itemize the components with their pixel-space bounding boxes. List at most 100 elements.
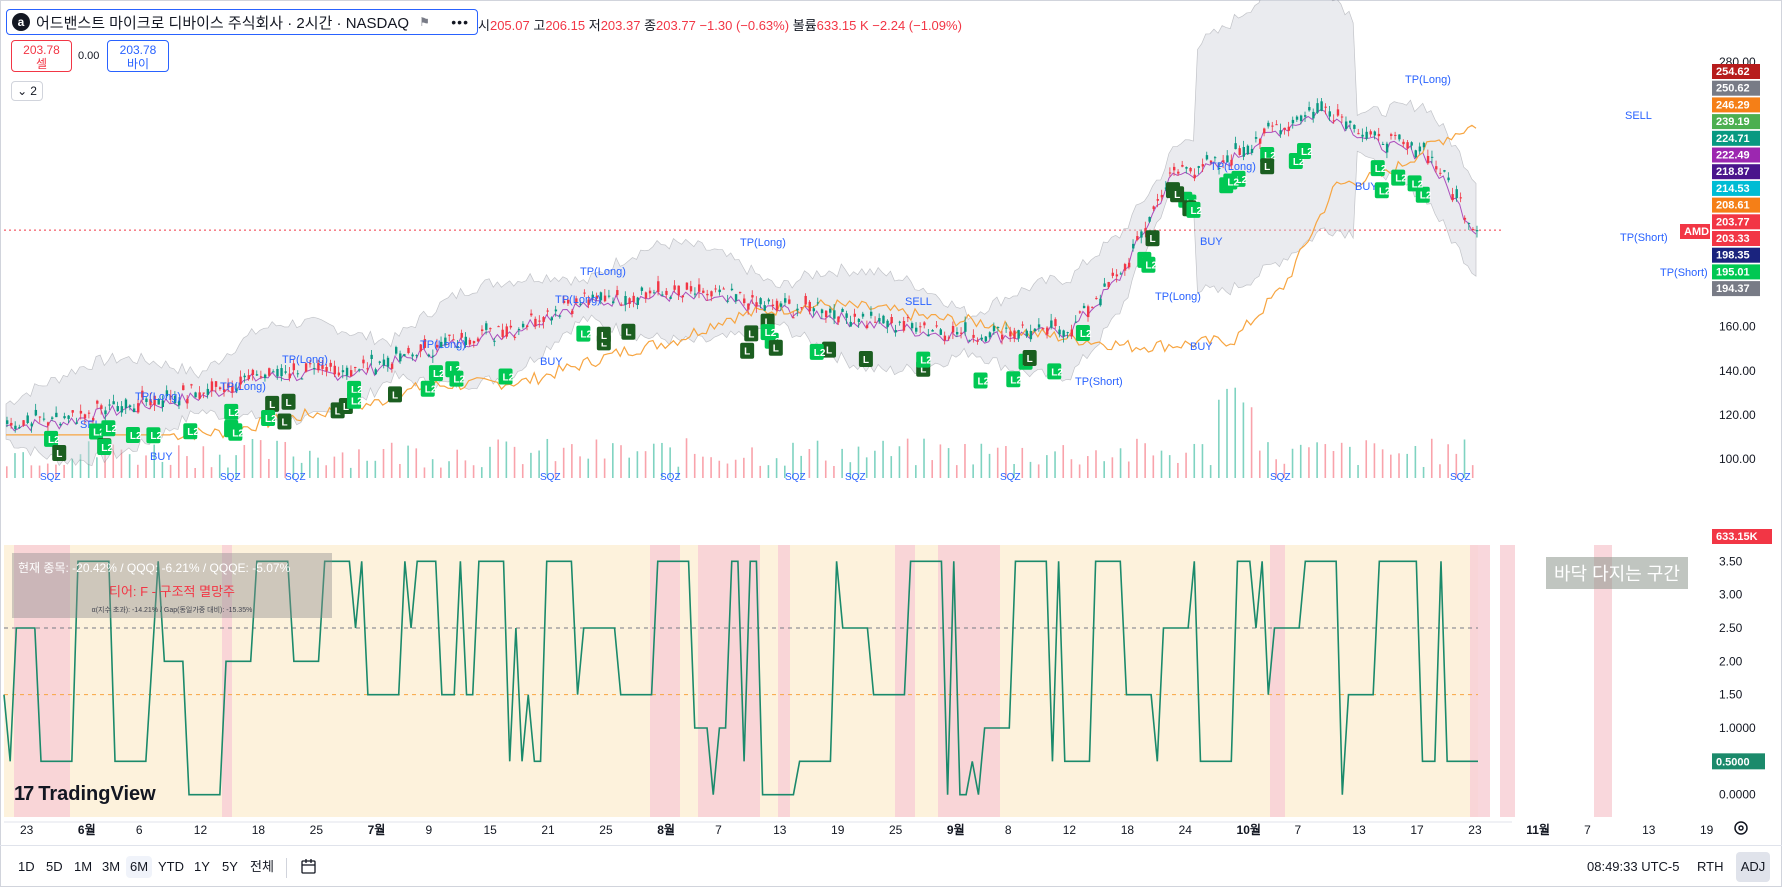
candle-body bbox=[1091, 307, 1094, 309]
candle-body bbox=[6, 420, 9, 424]
candle-body bbox=[923, 322, 926, 326]
candle-body bbox=[214, 381, 218, 387]
time-tick-label: 7 bbox=[1294, 823, 1301, 837]
range-button-5y[interactable]: 5Y bbox=[222, 859, 238, 874]
candle-body bbox=[775, 300, 779, 311]
l-badge-text: L2 bbox=[48, 435, 60, 446]
calendar-goto-icon[interactable] bbox=[300, 858, 318, 876]
more-options-icon[interactable]: ••• bbox=[451, 14, 469, 30]
candle-body bbox=[939, 329, 942, 335]
clock-timezone[interactable]: 08:49:33 UTC-5 bbox=[1587, 859, 1680, 874]
range-button-3m[interactable]: 3M bbox=[102, 859, 121, 874]
candle-body bbox=[403, 354, 406, 357]
candle-body bbox=[1025, 330, 1028, 337]
candle-body bbox=[300, 378, 304, 380]
candle-body bbox=[128, 405, 132, 407]
candle-body bbox=[1443, 170, 1446, 172]
osc-tick-label: 2.50 bbox=[1719, 621, 1743, 635]
l-badge-text: L bbox=[1264, 162, 1270, 173]
time-tick-label: 7 bbox=[1584, 823, 1591, 837]
chart-canvas[interactable]: SELL BUY TP(Long) TP(Long) TP(Long) TP(Long) B… bbox=[0, 0, 1782, 845]
range-button-1d[interactable]: 1D bbox=[18, 859, 35, 874]
range-button-전체[interactable]: 전체 bbox=[250, 859, 274, 874]
volume-bar bbox=[284, 441, 287, 478]
osc-current-text: 0.5000 bbox=[1716, 756, 1750, 768]
l-badge-text: L bbox=[281, 417, 287, 428]
squeeze-label: SQZ bbox=[220, 472, 241, 483]
l-badge-text: L bbox=[1150, 234, 1156, 245]
candle-body bbox=[804, 295, 807, 305]
sell-button[interactable]: 203.78 셀 bbox=[11, 40, 72, 72]
settings-gear-icon[interactable] bbox=[1733, 820, 1749, 836]
candle-body bbox=[685, 282, 689, 290]
candle-body bbox=[861, 313, 865, 317]
osc-tick-label: 0.0000 bbox=[1719, 788, 1756, 802]
price-level-text: 218.87 bbox=[1716, 166, 1750, 178]
candle-body bbox=[1459, 197, 1463, 199]
price-tick-label: 140.00 bbox=[1719, 364, 1756, 378]
candle-body bbox=[951, 325, 955, 333]
price-level-label: 203.77 bbox=[1712, 214, 1760, 230]
adjust-toggle[interactable]: ADJ bbox=[1736, 852, 1770, 882]
flag-icon[interactable]: ⚑ bbox=[419, 15, 430, 29]
range-button-1y[interactable]: 1Y bbox=[194, 859, 210, 874]
low-label: 저 bbox=[588, 18, 601, 33]
volume-bar bbox=[1455, 453, 1458, 478]
buy-button[interactable]: 203.78 바이 bbox=[107, 40, 169, 72]
volume-bar bbox=[186, 456, 188, 478]
l-badge bbox=[1141, 256, 1156, 273]
range-button-6m[interactable]: 6M bbox=[126, 856, 153, 878]
l-badge bbox=[281, 393, 296, 410]
volume-bar bbox=[636, 451, 639, 478]
time-tick-label: 25 bbox=[889, 823, 903, 837]
range-button-ytd[interactable]: YTD bbox=[158, 859, 184, 874]
candle-body bbox=[706, 293, 709, 296]
candle-body bbox=[1287, 126, 1291, 131]
volume-bar bbox=[46, 463, 49, 478]
l-badge-text: L bbox=[863, 355, 869, 366]
volume-bar bbox=[177, 445, 180, 478]
range-button-5d[interactable]: 5D bbox=[46, 859, 63, 874]
candle-body bbox=[947, 337, 951, 339]
volume-bar bbox=[1087, 456, 1089, 478]
candle-body bbox=[812, 308, 816, 312]
time-tick-label: 13 bbox=[773, 823, 787, 837]
candle-body bbox=[1095, 298, 1098, 300]
l-badge bbox=[265, 395, 280, 412]
candle-body bbox=[865, 325, 869, 329]
volume-bar bbox=[218, 454, 221, 478]
volume-bar bbox=[988, 453, 991, 478]
signal-label-tp-long: TP(Long) bbox=[740, 237, 786, 249]
candle-body bbox=[857, 318, 861, 322]
price-level-label: 218.87 bbox=[1712, 164, 1760, 180]
price-level-text: 203.33 bbox=[1716, 233, 1750, 245]
l-badge-text: L bbox=[920, 365, 926, 376]
volume-bar bbox=[1422, 466, 1425, 478]
candle-body bbox=[202, 392, 205, 394]
symbol-search-button[interactable]: a 어드밴스트 마이크로 디바이스 주식회사 · 2시간 · NASDAQ ⚑ … bbox=[6, 9, 478, 35]
price-level-text: 203.77 bbox=[1716, 216, 1750, 228]
volume-bar bbox=[620, 445, 622, 478]
candle-body bbox=[485, 323, 488, 330]
tradingview-watermark[interactable]: 17 TradingView bbox=[14, 783, 156, 806]
candle-body bbox=[636, 297, 639, 305]
candle-body bbox=[968, 340, 971, 342]
candle-body bbox=[562, 300, 566, 303]
indicators-toggle-button[interactable]: ⌄ 2 bbox=[11, 81, 43, 101]
candle-body bbox=[591, 294, 594, 299]
range-button-1m[interactable]: 1M bbox=[74, 859, 93, 874]
candle-body bbox=[460, 332, 463, 338]
squeeze-label: SQZ bbox=[660, 472, 681, 483]
volume-bar bbox=[1177, 462, 1179, 478]
signal-label-tp-long: TP(Long) bbox=[282, 354, 328, 366]
candle-body bbox=[1246, 145, 1250, 155]
bearish-zone bbox=[650, 545, 680, 817]
volume-bar bbox=[702, 456, 704, 478]
candle-body bbox=[726, 300, 730, 302]
l-badge bbox=[101, 420, 116, 437]
candle-body bbox=[38, 416, 42, 418]
candle-body bbox=[800, 307, 803, 309]
time-tick-label: 19 bbox=[1700, 823, 1714, 837]
session-toggle[interactable]: RTH bbox=[1697, 859, 1724, 874]
l-badge bbox=[183, 423, 198, 440]
